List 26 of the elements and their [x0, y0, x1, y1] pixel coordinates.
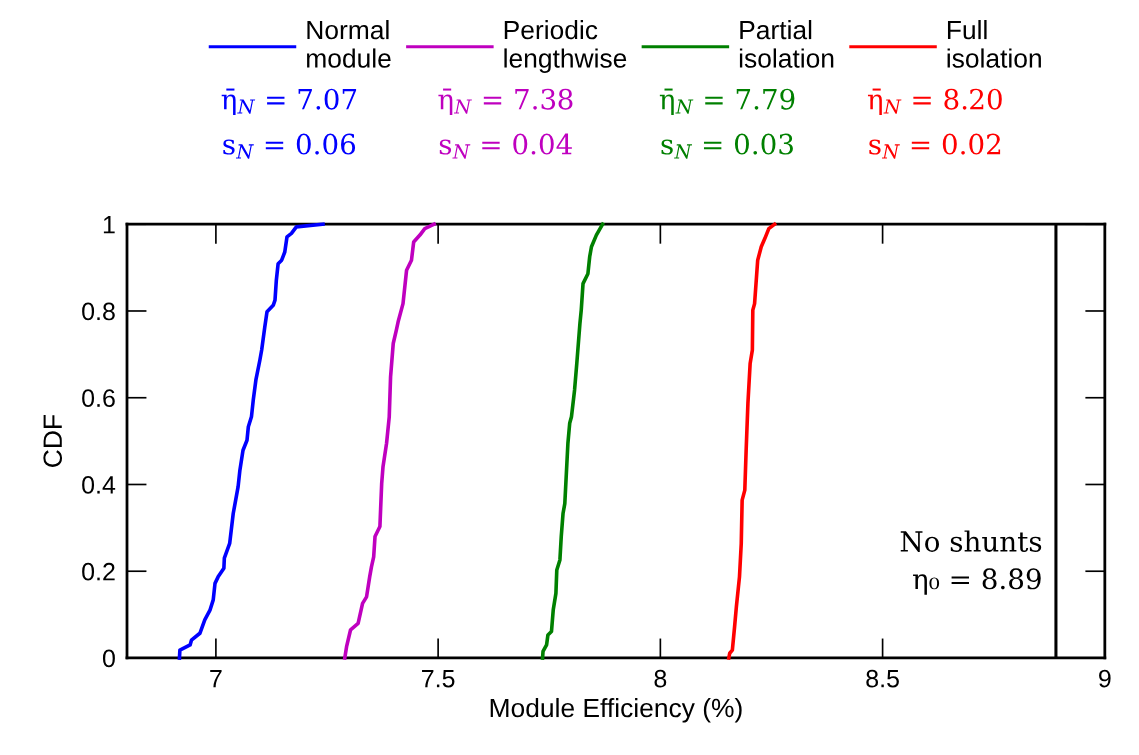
text: η̄$_{N}$ = 8.20 — [867, 88, 1002, 116]
y-tick-label: 0.8 — [82, 302, 115, 321]
y-tick-label: 0.4 — [82, 476, 116, 494]
y-tick-label: 0 — [102, 649, 115, 668]
x-tick-label: 8 — [654, 669, 667, 688]
y-tick-label: 0.6 — [82, 389, 115, 408]
x-tick-label: 7 — [210, 670, 222, 688]
y-tick-label: 0.2 — [82, 562, 115, 581]
x-tick-label: 7.5 — [422, 670, 455, 688]
text: s$_{N}$ = 0.04 — [439, 133, 572, 159]
legend-label: Periodic lengthwise — [504, 19, 627, 73]
text: η̄$_{N}$ = 7.79 — [659, 88, 795, 116]
legend-label: Partial isolation — [739, 19, 834, 68]
text: s$_{N}$ = 0.06 — [223, 133, 356, 159]
x-tick-label: 9 — [1099, 669, 1111, 688]
legend-label: Full isolation — [947, 19, 1041, 68]
text: η̄$_{N}$ = 7.07 — [221, 88, 357, 116]
text: s$_{N}$ = 0.02 — [869, 133, 1001, 159]
ref-line-label: No shunts η₀ = 8.89 — [900, 530, 1042, 595]
legend-label: Normal module — [307, 19, 391, 68]
x-tick-label: 8.5 — [866, 669, 899, 688]
y-tick-label: 1 — [103, 216, 115, 234]
x-axis-title: Module Efficiency (%) — [490, 697, 742, 723]
text: η̄$_{N}$ = 7.38 — [438, 88, 573, 116]
y-axis-title: CDF — [43, 415, 63, 467]
text: s$_{N}$ = 0.03 — [661, 133, 793, 159]
